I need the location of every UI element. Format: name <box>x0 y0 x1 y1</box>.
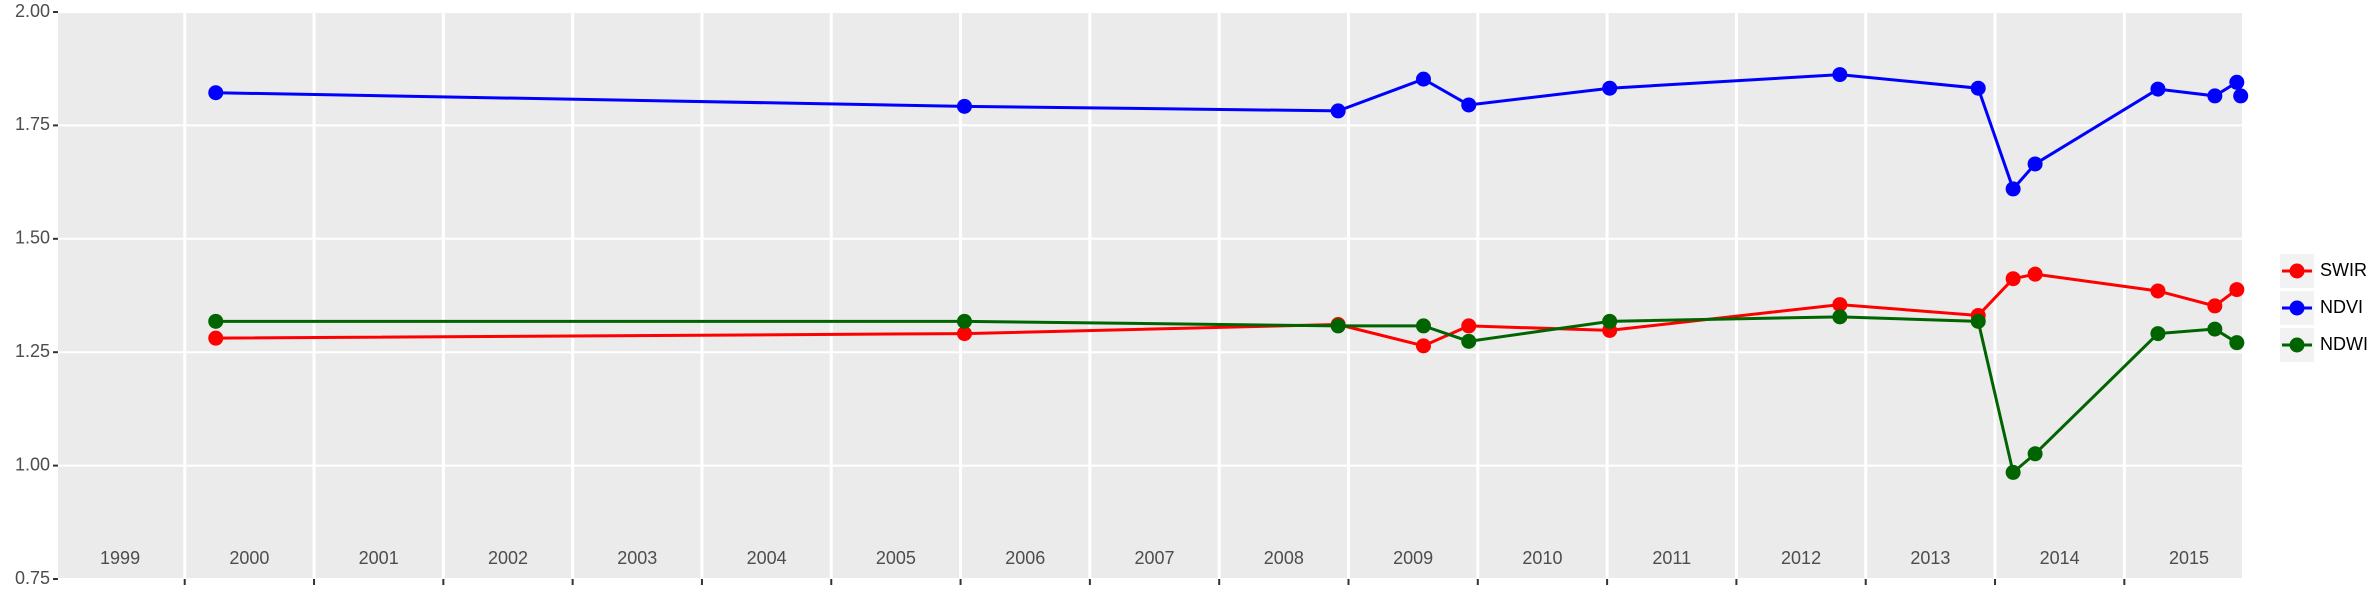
data-point <box>1461 318 1477 334</box>
data-point <box>2005 181 2021 197</box>
y-tick-label: 1.25 <box>15 341 50 361</box>
x-tick-label: 2005 <box>876 548 916 568</box>
x-tick-label: 2009 <box>1393 548 1433 568</box>
x-tick-label: 2002 <box>488 548 528 568</box>
data-point <box>1832 67 1848 83</box>
series-line <box>215 73 2243 192</box>
x-tick-label: 2001 <box>359 548 399 568</box>
x-tick-label: 2007 <box>1135 548 1175 568</box>
x-tick-label: 2003 <box>617 548 657 568</box>
legend-label: NDVI <box>2320 297 2363 317</box>
data-point <box>2027 266 2043 282</box>
data-point <box>1415 338 1431 354</box>
data-point <box>1461 333 1477 349</box>
legend-point <box>2289 263 2305 279</box>
data-point <box>2229 282 2245 298</box>
data-point <box>1832 309 1848 325</box>
data-point <box>956 326 972 342</box>
legend-label: NDWI <box>2320 334 2368 354</box>
data-point <box>2027 156 2043 172</box>
x-tick-label: 2013 <box>1910 548 1950 568</box>
data-point <box>2150 326 2166 342</box>
data-point <box>2229 335 2245 351</box>
data-point <box>956 98 972 114</box>
x-tick-label: 2008 <box>1264 548 1304 568</box>
x-tick-label: 2015 <box>2169 548 2209 568</box>
data-point <box>1602 80 1618 96</box>
data-point <box>1970 313 1986 329</box>
y-tick-label: 0.75 <box>15 568 50 588</box>
data-point <box>2027 446 2043 462</box>
data-point <box>1970 80 1986 96</box>
data-point <box>208 313 224 329</box>
data-point <box>2229 74 2245 90</box>
x-tick-label: 2014 <box>2040 548 2080 568</box>
data-point <box>1602 313 1618 329</box>
x-tick-label: 1999 <box>100 548 140 568</box>
y-tick-label: 1.00 <box>15 454 50 474</box>
y-tick-label: 2.00 <box>15 1 50 21</box>
x-tick-label: 2012 <box>1781 548 1821 568</box>
legend-point <box>2289 300 2305 316</box>
x-tick-label: 2006 <box>1005 548 1045 568</box>
data-point <box>1461 97 1477 113</box>
x-tick-label: 2011 <box>1652 548 1691 568</box>
panel-background <box>58 12 2242 579</box>
data-point <box>2150 81 2166 97</box>
data-point <box>2005 464 2021 480</box>
data-point <box>2150 283 2166 299</box>
y-tick-label: 1.75 <box>15 114 50 134</box>
data-point <box>208 85 224 101</box>
data-point <box>1330 103 1346 119</box>
legend-point <box>2289 337 2305 353</box>
data-point <box>2233 88 2249 104</box>
data-point <box>2005 271 2021 287</box>
data-point <box>2207 298 2223 314</box>
data-point <box>208 330 224 346</box>
legend-label: SWIR <box>2320 260 2367 280</box>
data-point <box>1330 318 1346 334</box>
data-point <box>2207 321 2223 337</box>
y-tick-label: 1.50 <box>15 228 50 248</box>
data-point <box>1415 318 1431 334</box>
data-point <box>956 313 972 329</box>
x-tick-label: 2010 <box>1522 548 1562 568</box>
x-tick-label: 2004 <box>747 548 787 568</box>
data-point <box>2207 88 2223 104</box>
data-point <box>1415 71 1431 87</box>
x-tick-label: 2000 <box>229 548 269 568</box>
data-point <box>1832 297 1848 313</box>
